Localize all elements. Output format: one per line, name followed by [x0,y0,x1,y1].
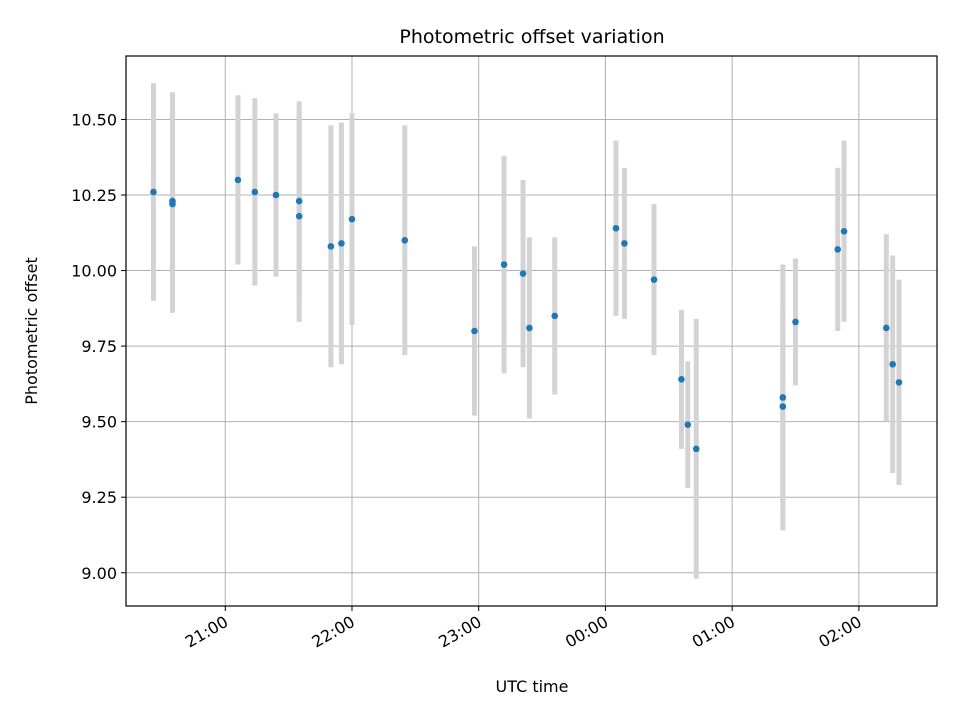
data-point [348,215,356,223]
y-tick-label: 10.25 [71,186,117,205]
y-tick-label: 10.00 [71,262,117,281]
data-point [471,327,478,335]
data-point [272,191,280,199]
data-point [684,421,692,428]
data-point [150,188,157,196]
grid [126,56,937,606]
data-point [338,240,345,247]
chart-title: Photometric offset variation [399,26,664,48]
data-point [621,240,628,247]
data-point [678,376,685,383]
data-point [889,360,896,368]
data-point [251,188,259,196]
y-axis-label: Photometric offset [22,257,41,405]
data-point [779,394,787,401]
data-point [612,224,620,232]
data-point [234,176,242,184]
data-point [519,270,527,277]
data-point [327,243,335,250]
data-points [150,176,903,453]
data-point [840,227,848,235]
data-point [295,212,303,220]
y-tick-label: 9.50 [81,413,117,432]
x-axis-label: UTC time [496,677,569,696]
y-tick-label: 10.50 [71,110,117,129]
y-tick-label: 9.25 [81,488,117,507]
data-point [692,445,700,453]
data-point [779,403,787,410]
data-point [295,197,303,205]
data-point [500,261,508,268]
data-point [895,379,903,386]
data-point [401,237,409,244]
data-point [169,200,176,208]
data-point [792,318,799,326]
data-point [834,246,842,253]
data-point [650,276,658,283]
data-point [551,312,559,320]
data-point [526,324,533,332]
y-tick-label: 9.75 [81,337,117,356]
y-tick-label: 9.00 [81,564,117,583]
plot-frame [125,55,938,607]
data-point [883,324,890,332]
